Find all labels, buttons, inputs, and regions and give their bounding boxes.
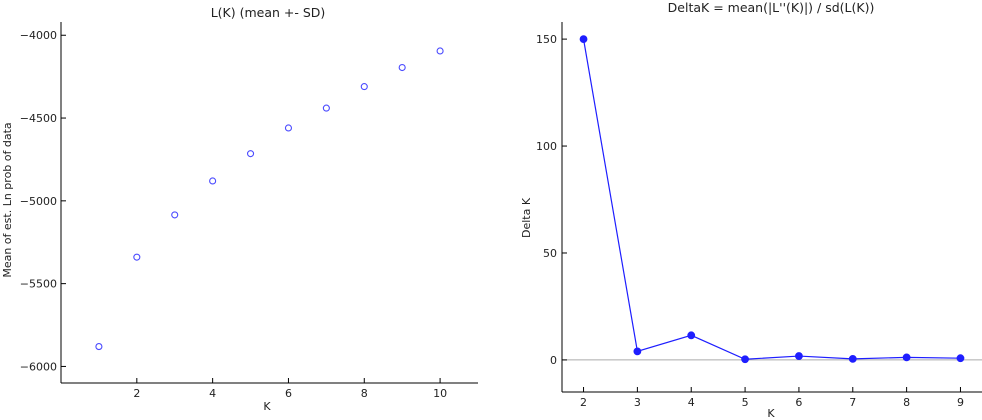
- deltak-x-tick-label: 2: [580, 396, 587, 409]
- deltak-point: [687, 331, 696, 340]
- deltak-x-tick-label: 9: [957, 396, 964, 409]
- lk-point: [246, 150, 255, 158]
- deltak-point: [741, 355, 749, 364]
- deltak-y-tick-label: 150: [536, 33, 557, 46]
- deltak-series-line: [582, 39, 961, 360]
- lk-y-tick-label: −4000: [20, 29, 57, 42]
- lk-chart: L(K) (mean +- SD) 2 4 6 8 10 −4000 −4500 −5000…: [1, 5, 478, 413]
- deltak-point: [956, 354, 965, 363]
- deltak-points: [579, 35, 965, 364]
- lk-point: [284, 124, 293, 132]
- lk-x-tick-label: 4: [209, 387, 216, 400]
- deltak-y-ticks: 150 100 50 0: [536, 33, 567, 367]
- deltak-y-tick-label: 0: [550, 354, 557, 367]
- lk-y-tick-label: −5500: [20, 278, 57, 291]
- lk-point: [209, 177, 217, 185]
- deltak-x-ticks: 2 3 4 5 6 7 8 9: [580, 387, 964, 409]
- lk-point: [95, 343, 103, 351]
- lk-point: [360, 83, 368, 91]
- deltak-point: [902, 353, 911, 362]
- lk-x-tick-label: 10: [433, 387, 447, 400]
- deltak-point: [633, 347, 642, 356]
- lk-point: [322, 104, 330, 112]
- deltak-x-tick-label: 6: [795, 396, 802, 409]
- lk-x-axis-title: K: [263, 400, 271, 413]
- lk-x-tick-label: 6: [285, 387, 292, 400]
- lk-y-tick-label: −5000: [20, 195, 57, 208]
- deltak-y-tick-label: 100: [536, 140, 557, 153]
- lk-y-ticks: −4000 −4500 −5000 −5500 −6000: [20, 29, 66, 373]
- lk-x-tick-label: 2: [133, 387, 140, 400]
- lk-y-tick-label: −6000: [20, 360, 57, 373]
- lk-x-tick-label: 8: [361, 387, 368, 400]
- deltak-x-axis-title: K: [767, 407, 775, 420]
- lk-x-ticks: 2 4 6 8 10: [133, 378, 447, 400]
- deltak-chart-title: DeltaK = mean(|L''(K)|) / sd(L(K)): [668, 0, 875, 15]
- deltak-point: [848, 354, 857, 363]
- lk-point: [171, 211, 179, 219]
- deltak-x-tick-label: 5: [742, 396, 749, 409]
- deltak-x-tick-label: 4: [688, 396, 695, 409]
- lk-point: [398, 63, 406, 72]
- lk-point: [133, 253, 141, 261]
- deltak-point: [795, 352, 803, 360]
- lk-point: [436, 47, 444, 55]
- deltak-x-tick-label: 8: [903, 396, 910, 409]
- lk-points: [95, 47, 444, 351]
- deltak-chart: DeltaK = mean(|L''(K)|) / sd(L(K)) 2 3 4 5 6…: [520, 0, 982, 420]
- deltak-y-axis-title: Delta K: [520, 197, 533, 238]
- deltak-x-tick-label: 7: [849, 396, 856, 409]
- deltak-x-tick-label: 3: [634, 396, 641, 409]
- deltak-point: [579, 35, 588, 44]
- deltak-y-tick-label: 50: [543, 247, 557, 260]
- lk-y-axis-title: Mean of est. Ln prob of data: [1, 122, 14, 277]
- lk-y-tick-label: −4500: [20, 112, 57, 125]
- lk-chart-title: L(K) (mean +- SD): [211, 5, 326, 20]
